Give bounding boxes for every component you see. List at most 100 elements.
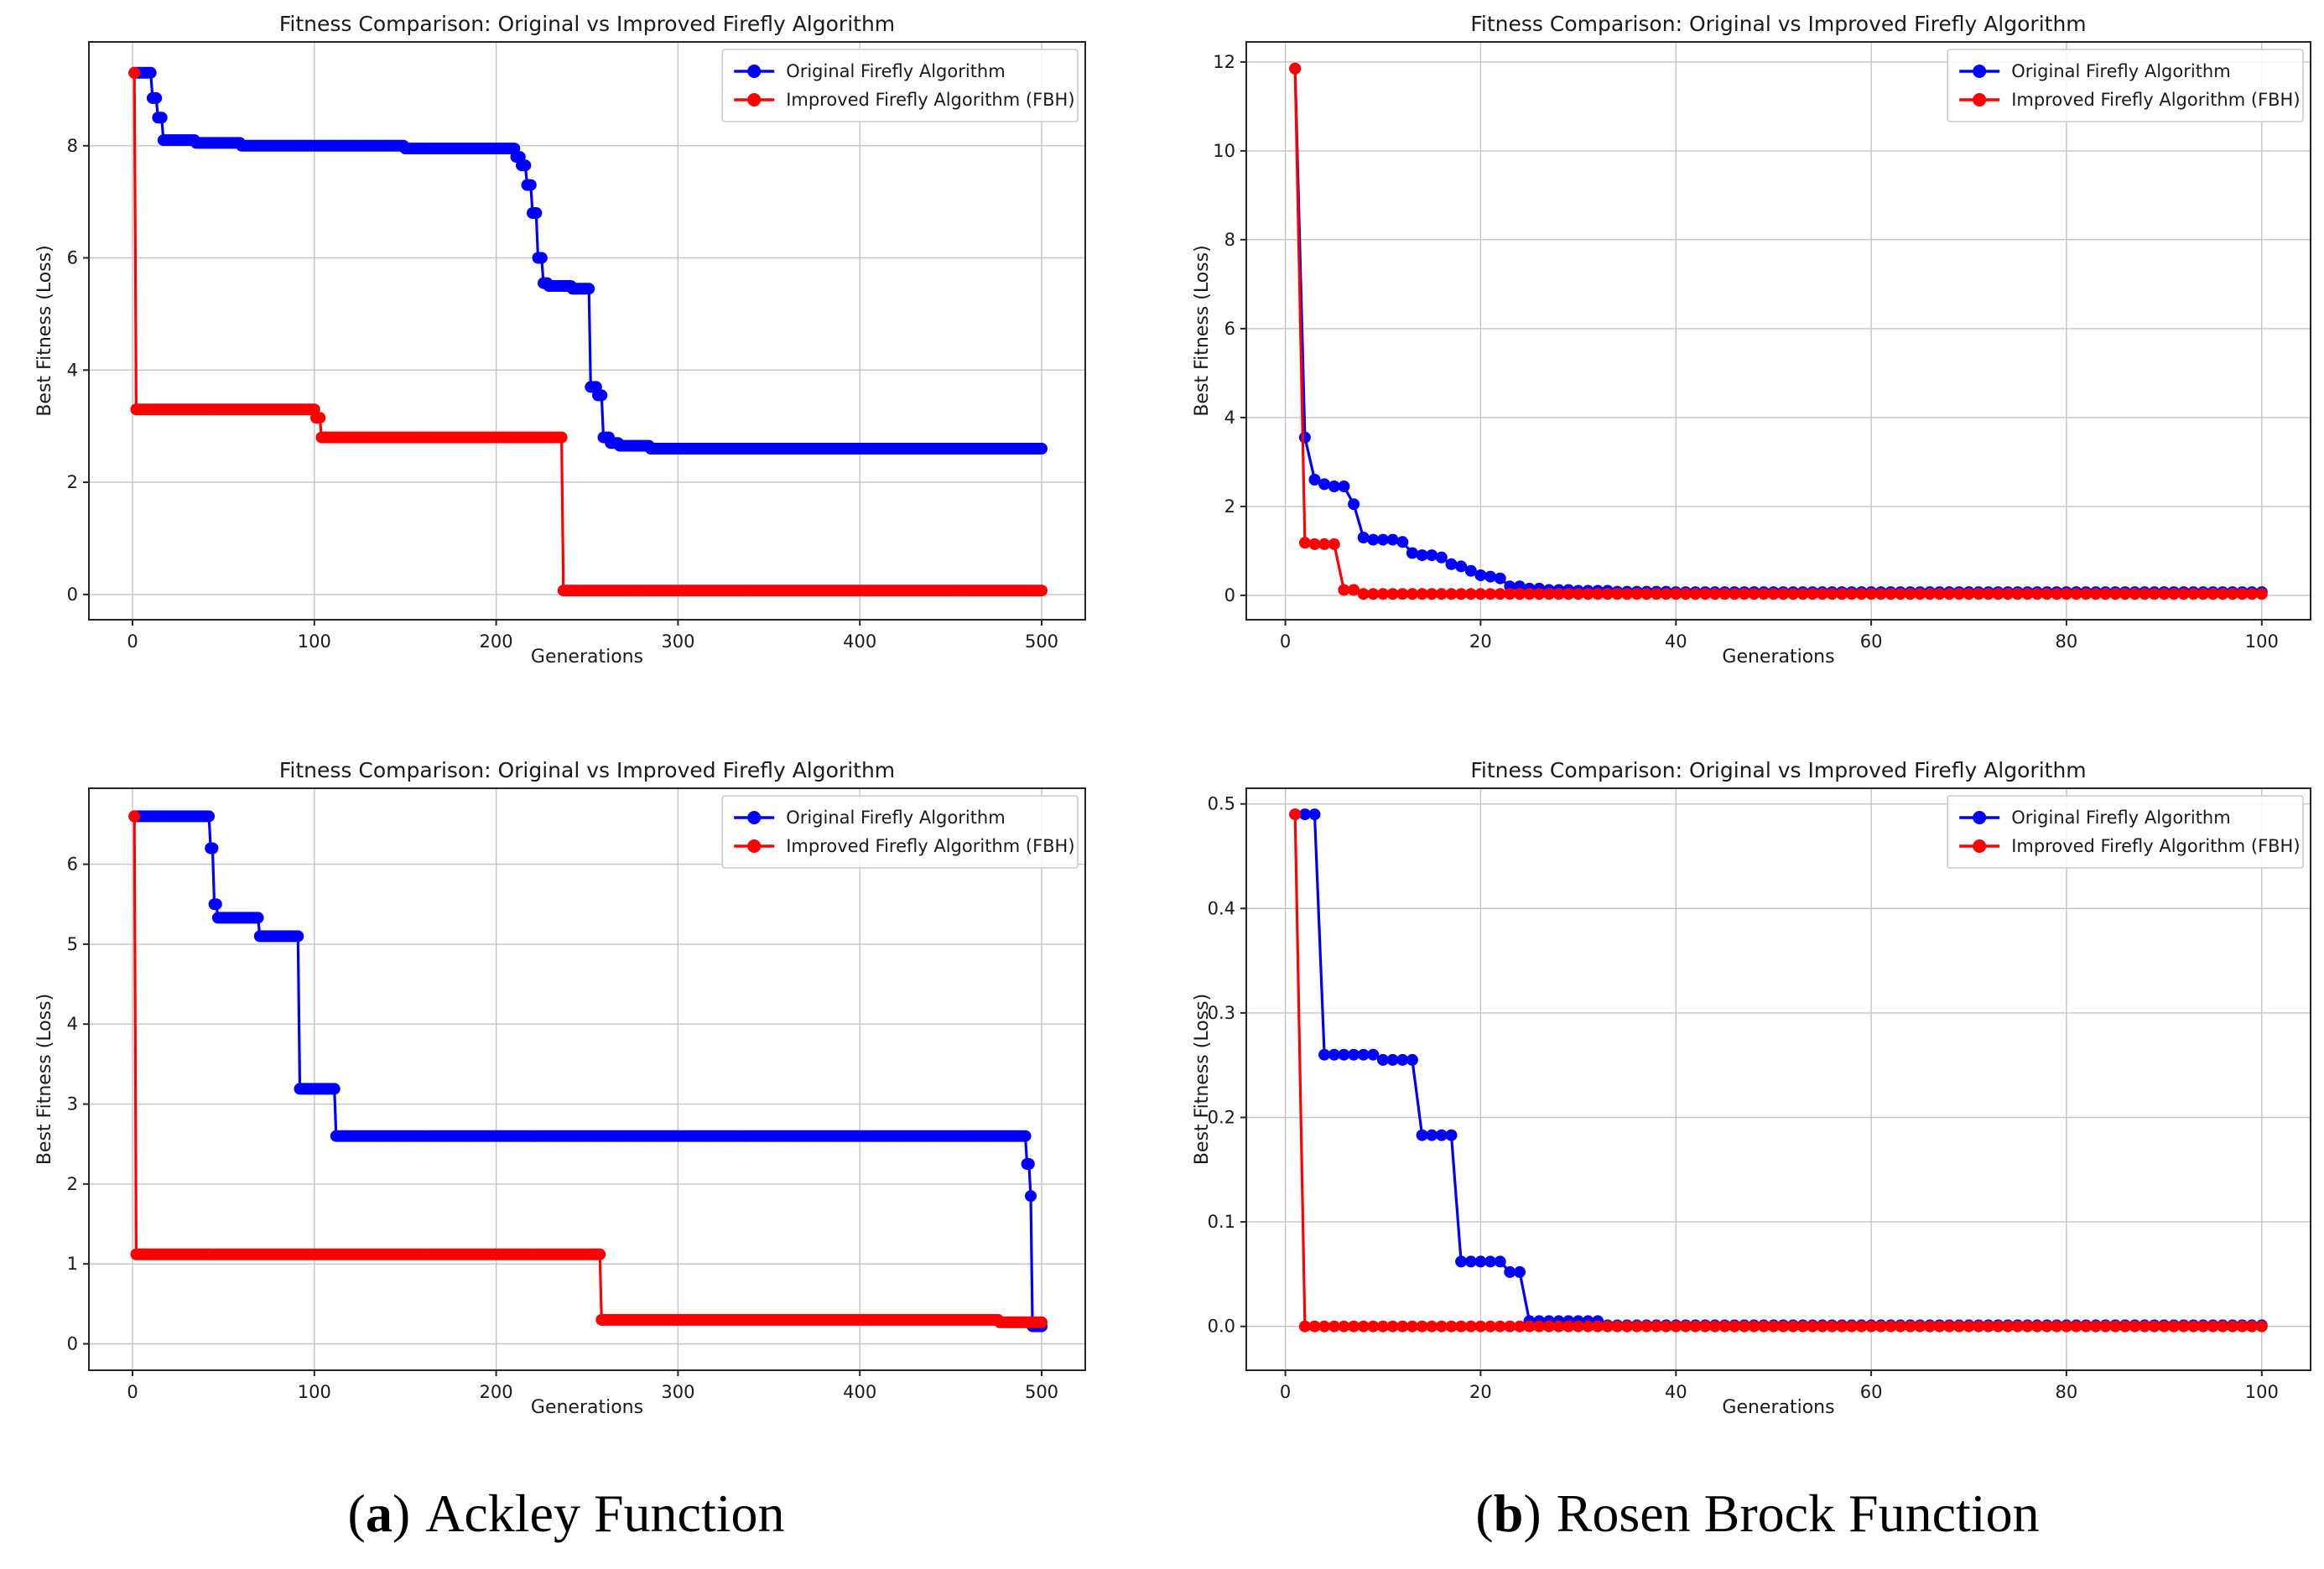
svg-text:80: 80: [2056, 631, 2078, 652]
y-axis-label: Best Fitness (Loss): [34, 245, 55, 416]
chart-rosenbrock-run2: 0 20 40 60 80 100 0.0 0.1 0.2 0.3 0.4 0.5 Fitness Co…: [1191, 753, 2324, 1424]
svg-text:500: 500: [1025, 1382, 1058, 1402]
plot-border: [1245, 787, 2311, 1371]
series-improved-firefly: [128, 810, 1048, 1328]
svg-text:200: 200: [480, 1382, 513, 1402]
legend-marker-icon: [1973, 93, 1987, 107]
svg-text:6: 6: [67, 855, 78, 875]
plot-border: [88, 787, 1086, 1371]
legend-entry-original: Original Firefly Algorithm: [734, 808, 1006, 828]
svg-text:0: 0: [1224, 585, 1235, 605]
gridlines: [89, 788, 1085, 1370]
series-original-firefly: [1289, 62, 2268, 599]
svg-text:300: 300: [661, 1382, 694, 1402]
svg-text:400: 400: [843, 631, 876, 652]
x-axis-label: Generations: [531, 647, 643, 668]
svg-text:100: 100: [298, 631, 331, 652]
legend-marker-icon: [1973, 839, 1987, 853]
chart-title: Fitness Comparison: Original vs Improved…: [1470, 12, 2086, 36]
x-axis-ticks: 0 20 40 60 80 100: [1280, 1370, 2279, 1402]
legend-entry-improved: Improved Firefly Algorithm (FBH): [1959, 90, 2301, 110]
plot-border: [1245, 41, 2311, 621]
caption-rosenbrock: (b) Rosen Brock Function: [1191, 1483, 2324, 1545]
ackley-run1-plot: 0 100 200 300 400 500 0 2 4 6 8 Fitness Comparison:…: [34, 12, 1086, 668]
svg-text:8: 8: [67, 136, 78, 156]
svg-text:Original Firefly Algorithm: Original Firefly Algorithm: [786, 808, 1006, 828]
x-axis-ticks: 0 100 200 300 400 500: [127, 1370, 1058, 1402]
svg-text:0: 0: [1280, 631, 1291, 652]
y-axis-label: Best Fitness (Loss): [34, 994, 55, 1165]
caption-title: Rosen Brock Function: [1556, 1483, 2040, 1543]
y-axis-ticks: 0.0 0.1 0.2 0.3 0.4 0.5: [1208, 794, 1246, 1337]
svg-text:0.5: 0.5: [1208, 794, 1235, 814]
legend-entry-original: Original Firefly Algorithm: [1959, 808, 2231, 828]
legend-marker-icon: [1973, 811, 1987, 824]
svg-text:8: 8: [1224, 230, 1235, 250]
svg-text:Original Firefly Algorithm: Original Firefly Algorithm: [786, 61, 1006, 81]
chart-title: Fitness Comparison: Original vs Improved…: [1470, 758, 2086, 782]
svg-text:0: 0: [67, 1334, 78, 1354]
svg-text:Improved Firefly Algorithm (FB: Improved Firefly Algorithm (FBH): [2011, 836, 2300, 856]
x-axis-label: Generations: [531, 1397, 643, 1418]
x-axis-ticks: 0 100 200 300 400 500: [127, 620, 1058, 652]
legend-marker-icon: [747, 811, 762, 824]
legend-entry-original: Original Firefly Algorithm: [734, 61, 1006, 81]
gridlines: [1246, 788, 2311, 1370]
svg-text:100: 100: [298, 1382, 331, 1402]
svg-text:40: 40: [1665, 1382, 1687, 1402]
legend-marker-icon: [747, 839, 762, 853]
svg-text:0.4: 0.4: [1208, 898, 1235, 918]
svg-text:20: 20: [1469, 1382, 1492, 1402]
svg-text:0.2: 0.2: [1208, 1108, 1235, 1128]
series-improved-firefly: [1289, 62, 2268, 600]
svg-text:0.0: 0.0: [1208, 1317, 1235, 1337]
svg-text:2: 2: [1224, 496, 1235, 517]
svg-text:Improved Firefly Algorithm (FB: Improved Firefly Algorithm (FBH): [786, 836, 1074, 856]
legend-marker-icon: [747, 93, 762, 107]
svg-text:Improved Firefly Algorithm (FB: Improved Firefly Algorithm (FBH): [786, 90, 1074, 110]
y-axis-label: Best Fitness (Loss): [1192, 994, 1213, 1165]
svg-text:0: 0: [127, 631, 138, 652]
svg-text:500: 500: [1025, 631, 1058, 652]
series-original-firefly: [128, 66, 1048, 455]
svg-text:200: 200: [480, 631, 513, 652]
caption-letter: a: [365, 1483, 393, 1543]
legend: Original Firefly Algorithm Improved Firef…: [721, 49, 1079, 122]
legend: Original Firefly Algorithm Improved Firef…: [721, 795, 1079, 869]
caption-ackley: (a) Ackley Function: [34, 1483, 1099, 1545]
svg-text:100: 100: [2245, 1382, 2279, 1402]
svg-text:0.1: 0.1: [1208, 1212, 1235, 1232]
chart-title: Fitness Comparison: Original vs Improved…: [279, 758, 895, 782]
svg-text:20: 20: [1469, 631, 1492, 652]
caption-letter: b: [1493, 1483, 1524, 1543]
x-axis-ticks: 0 20 40 60 80 100: [1280, 620, 2279, 652]
gridlines: [1246, 42, 2311, 620]
legend: Original Firefly Algorithm Improved Firef…: [1947, 795, 2304, 869]
svg-text:80: 80: [2056, 1382, 2078, 1402]
svg-text:0: 0: [127, 1382, 138, 1402]
svg-text:Improved Firefly Algorithm (FB: Improved Firefly Algorithm (FBH): [2011, 90, 2300, 110]
ackley-run2-plot: 0 100 200 300 400 500 0 1 2 3 4 5 6 Fitness Compariso…: [34, 758, 1086, 1418]
svg-text:10: 10: [1213, 141, 1235, 161]
series-original-firefly: [1289, 808, 2268, 1332]
chart-ackley-run2: 0 100 200 300 400 500 0 1 2 3 4 5 6 Fitness Compariso…: [34, 753, 1099, 1424]
plot-border: [88, 41, 1086, 621]
rosenbrock-run2-plot: 0 20 40 60 80 100 0.0 0.1 0.2 0.3 0.4 0.5 Fitness Co…: [1192, 758, 2311, 1418]
legend-entry-improved: Improved Firefly Algorithm (FBH): [734, 90, 1075, 110]
rosenbrock-run1-plot: 0 20 40 60 80 100 0 2 4 6 8 10 12 Fitness Comparison:…: [1192, 12, 2311, 668]
legend-entry-original: Original Firefly Algorithm: [1959, 61, 2231, 81]
x-axis-label: Generations: [1722, 1397, 1834, 1418]
svg-text:0.3: 0.3: [1208, 1003, 1235, 1023]
svg-text:Original Firefly Algorithm: Original Firefly Algorithm: [2011, 808, 2231, 828]
caption-title: Ackley Function: [425, 1483, 785, 1543]
svg-text:6: 6: [67, 248, 78, 268]
svg-text:Original Firefly Algorithm: Original Firefly Algorithm: [2011, 61, 2231, 81]
series-improved-firefly: [1289, 808, 2268, 1333]
svg-text:2: 2: [67, 472, 78, 492]
y-axis-ticks: 0 1 2 3 4 5 6: [67, 855, 89, 1354]
svg-text:100: 100: [2245, 631, 2279, 652]
svg-text:0: 0: [67, 584, 78, 605]
series-original-firefly: [128, 810, 1048, 1333]
svg-text:3: 3: [67, 1094, 78, 1114]
